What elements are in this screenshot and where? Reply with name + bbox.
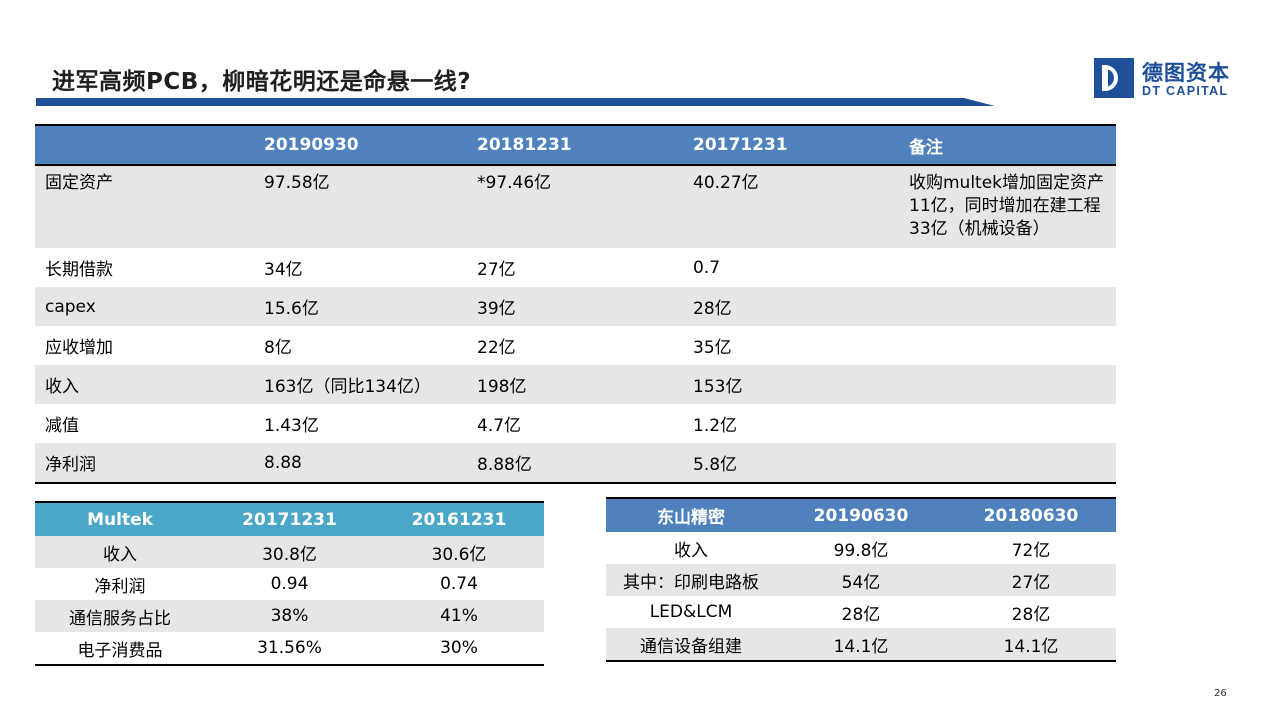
row-label: 固定资产 — [35, 164, 254, 248]
header-cell: 20180630 — [946, 497, 1116, 532]
table-row: 通信设备组建 14.1亿 14.1亿 — [606, 628, 1116, 661]
page-number: 26 — [1214, 688, 1227, 699]
table-cell: 38% — [205, 600, 374, 632]
note-cell — [899, 248, 1116, 287]
table-cell: 35亿 — [693, 338, 732, 358]
row-label: 通信设备组建 — [606, 628, 776, 661]
header-cell: 20171231 — [205, 501, 374, 536]
note-cell — [899, 287, 1116, 326]
header-cell: Multek — [35, 501, 205, 536]
table-cell: 99.8亿 — [833, 540, 889, 561]
title-underline — [36, 98, 1084, 106]
dongshan-table: 东山精密 20190630 20180630 收入 99.8亿 72亿 其中：印… — [606, 497, 1116, 662]
table-row: 净利润 8.88 8.88亿 5.8亿 — [35, 443, 1116, 483]
table-row: 收入 163亿（同比134亿） 198亿 153亿 — [35, 365, 1116, 404]
table-cell: 8.88亿 — [467, 443, 683, 483]
multek-table: Multek 20171231 20161231 收入 30.8亿 30.6亿 … — [35, 501, 544, 666]
note-cell — [899, 326, 1116, 365]
table-row: 通信服务占比 38% 41% — [35, 600, 544, 632]
row-label: 收入 — [35, 365, 254, 404]
table-cell: 30.8亿 — [205, 536, 374, 568]
header-cell: 20161231 — [374, 501, 544, 536]
table-cell: 8亿 — [264, 338, 292, 358]
table-header-row: 20190930 20181231 20171231 备注 — [35, 125, 1116, 165]
dt-logo-icon — [1094, 58, 1134, 98]
note-cell — [899, 365, 1116, 404]
header-cell: 20171231 — [683, 125, 899, 165]
table-header-row: Multek 20171231 20161231 — [35, 501, 544, 536]
table-row: capex 15.6亿 39亿 28亿 — [35, 287, 1116, 326]
table-row: 其中：印刷电路板 54亿 27亿 — [606, 564, 1116, 596]
table-cell: 198亿 — [467, 365, 683, 404]
table-row: 长期借款 34亿 27亿 0.7 — [35, 248, 1116, 287]
row-label: 收入 — [35, 536, 205, 568]
note-cell — [899, 443, 1116, 483]
row-label: 长期借款 — [45, 260, 113, 280]
table-cell: 163亿（同比134亿） — [254, 365, 467, 404]
row-label: 减值 — [45, 416, 79, 436]
table-cell: 97.58亿 — [254, 164, 467, 248]
table-row: LED&LCM 28亿 28亿 — [606, 596, 1116, 628]
header-cell — [35, 125, 254, 165]
table-cell: 39亿 — [467, 287, 683, 326]
row-label: capex — [35, 287, 254, 326]
note-cell — [899, 404, 1116, 443]
logo-english-name: DT CAPITAL — [1142, 84, 1229, 98]
row-label: 净利润 — [94, 576, 146, 597]
table-cell: 31.56% — [257, 638, 322, 658]
page-title: 进军高频PCB，柳暗花明还是命悬一线? — [52, 69, 472, 95]
table-cell: 4.7亿 — [477, 416, 522, 436]
table-row: 电子消费品 31.56% 30% — [35, 632, 544, 665]
header-cell: 东山精密 — [606, 497, 776, 532]
table-cell: 30.6亿 — [374, 536, 544, 568]
table-cell: 27亿 — [946, 564, 1116, 596]
table-row: 收入 99.8亿 72亿 — [606, 532, 1116, 564]
table-cell: 22亿 — [477, 338, 516, 358]
table-cell: 14.1亿 — [776, 628, 946, 661]
table-header-row: 东山精密 20190630 20180630 — [606, 497, 1116, 532]
header-cell: 20190930 — [254, 125, 467, 165]
row-label: 收入 — [674, 540, 708, 561]
table-row: 固定资产 97.58亿 *97.46亿 40.27亿 收购multek增加固定资… — [35, 164, 1116, 248]
table-cell: 28亿 — [683, 287, 899, 326]
table-cell: 5.8亿 — [683, 443, 899, 483]
table-cell: 28亿 — [841, 604, 881, 625]
header-cell: 20181231 — [467, 125, 683, 165]
header-cell: 20190630 — [776, 497, 946, 532]
row-label: 应收增加 — [45, 338, 113, 358]
table-cell: 14.1亿 — [946, 628, 1116, 661]
row-label: 电子消费品 — [77, 640, 163, 661]
table-row: 净利润 0.94 0.74 — [35, 568, 544, 600]
financial-table: 20190930 20181231 20171231 备注 固定资产 97.58… — [35, 124, 1116, 484]
table-row: 应收增加 8亿 22亿 35亿 — [35, 326, 1116, 365]
table-cell: 0.94 — [270, 574, 309, 594]
note-cell: 收购multek增加固定资产11亿，同时增加在建工程33亿（机械设备） — [899, 164, 1116, 248]
table-cell: 28亿 — [1011, 604, 1051, 625]
table-cell: 8.88 — [254, 443, 467, 483]
table-cell: 1.43亿 — [264, 416, 319, 436]
row-label: LED&LCM — [649, 602, 733, 622]
table-cell: 27亿 — [477, 260, 516, 280]
table-cell: 0.74 — [440, 574, 478, 594]
table-cell: 0.7 — [693, 257, 721, 278]
title-underline-notch — [964, 98, 1104, 106]
table-cell: 1.2亿 — [693, 416, 738, 436]
table-cell: 72亿 — [1011, 540, 1051, 561]
table-cell: 15.6亿 — [254, 287, 467, 326]
table-cell: 30% — [440, 638, 478, 658]
table-cell: *97.46亿 — [467, 164, 683, 248]
table-row: 收入 30.8亿 30.6亿 — [35, 536, 544, 568]
row-label: 净利润 — [35, 443, 254, 483]
table-cell: 34亿 — [264, 260, 303, 280]
table-row: 减值 1.43亿 4.7亿 1.2亿 — [35, 404, 1116, 443]
logo-chinese-name: 德图资本 — [1142, 61, 1230, 85]
table-cell: 153亿 — [683, 365, 899, 404]
table-cell: 40.27亿 — [683, 164, 899, 248]
dt-capital-logo: 德图资本 DT CAPITAL — [1094, 58, 1246, 100]
row-label: 通信服务占比 — [35, 600, 205, 632]
row-label: 其中：印刷电路板 — [606, 564, 776, 596]
table-cell: 41% — [374, 600, 544, 632]
header-cell: 备注 — [899, 125, 1116, 165]
table-cell: 54亿 — [776, 564, 946, 596]
